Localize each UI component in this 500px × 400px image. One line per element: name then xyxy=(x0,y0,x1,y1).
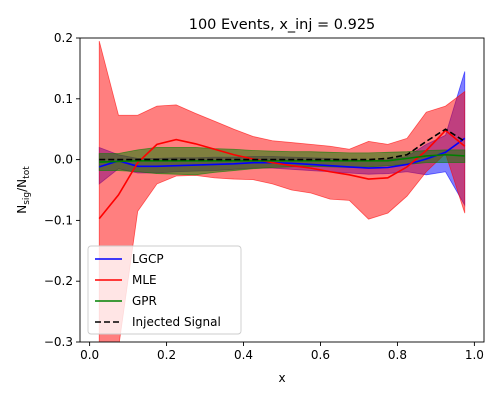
x-tick-label: 0.2 xyxy=(157,348,176,362)
plot-frame xyxy=(79,37,485,343)
y-tick-label: 0.0 xyxy=(54,153,73,167)
x-tick-label: 1.0 xyxy=(465,348,484,362)
series-lines xyxy=(98,128,466,220)
x-tick-label: 0.6 xyxy=(311,348,330,362)
legend-label-gpr: GPR xyxy=(132,294,157,308)
x-tick-label: 0.0 xyxy=(80,348,99,362)
legend: LGCP MLE GPR Injected Signal xyxy=(87,245,242,335)
band-mle xyxy=(98,40,466,342)
y-label-main: N xyxy=(15,205,29,214)
x-tick-label: 0.4 xyxy=(234,348,253,362)
chart-title: 100 Events, x_inj = 0.925 xyxy=(189,17,376,33)
line-lgcp xyxy=(98,137,466,169)
y-label-sub2: tot xyxy=(22,166,32,179)
legend-label-mle: MLE xyxy=(132,273,157,287)
legend-label-injected-signal: Injected Signal xyxy=(132,315,221,329)
legend-label-lgcp: LGCP xyxy=(132,252,164,266)
y-tick-label: 0.1 xyxy=(54,92,73,106)
y-tick-label: −0.1 xyxy=(44,213,73,227)
y-tick-label: −0.2 xyxy=(44,274,73,288)
y-tick-label: 0.2 xyxy=(54,31,73,45)
line-gpr xyxy=(99,153,465,163)
x-tick-label: 0.8 xyxy=(388,348,407,362)
line-injected-signal xyxy=(99,128,466,161)
y-label-sep: /N xyxy=(15,179,29,192)
axes: 0.0 0.2 0.4 0.6 0.8 1.0 −0.3 −0.2 −0.1 0.0 0.1 0.2 xyxy=(44,31,485,362)
line-mle xyxy=(98,129,466,220)
y-axis-label: Nsig/Ntot xyxy=(15,166,32,214)
legend-box xyxy=(87,245,242,335)
y-label-sub1: sig xyxy=(22,192,32,205)
y-tick-label: −0.3 xyxy=(44,335,73,349)
x-axis-label: x xyxy=(278,371,285,385)
